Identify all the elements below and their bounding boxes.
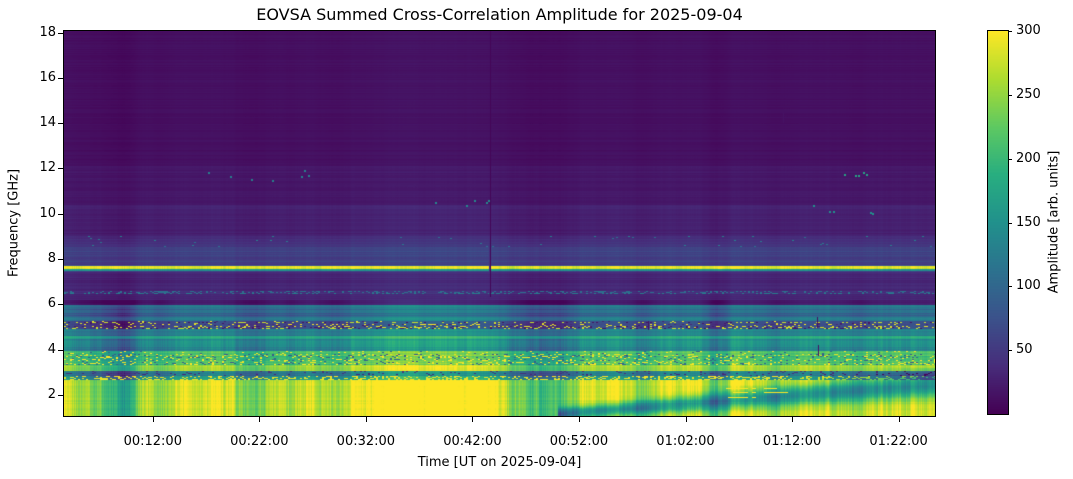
y-tick-mark [58, 123, 63, 125]
x-tick-label: 00:42:00 [443, 434, 502, 449]
colorbar-tick-mark [1008, 350, 1012, 352]
y-tick-mark [58, 259, 63, 261]
x-tick-label: 01:22:00 [869, 434, 928, 449]
colorbar-gradient [988, 31, 1008, 414]
colorbar-tick-label: 200 [1016, 150, 1041, 166]
x-tick-mark [152, 417, 154, 422]
y-tick-label: 10 [39, 205, 56, 221]
colorbar-tick-mark [1008, 31, 1012, 32]
colorbar-tick-label: 250 [1016, 86, 1041, 102]
x-tick-label: 01:12:00 [762, 434, 822, 449]
colorbar-tick-label: 50 [1016, 342, 1033, 358]
y-tick-mark [58, 349, 63, 351]
y-tick-mark [58, 304, 63, 306]
y-tick-label: 12 [39, 160, 56, 176]
x-tick-mark [898, 417, 900, 422]
x-tick-label: 00:32:00 [336, 434, 396, 449]
y-tick-label: 2 [47, 386, 56, 402]
colorbar-tick-label: 150 [1016, 214, 1041, 230]
chart-title: EOVSA Summed Cross-Correlation Amplitude… [256, 5, 743, 24]
x-tick-label: 00:22:00 [230, 434, 289, 449]
x-tick-label: 01:02:00 [656, 434, 715, 449]
x-tick-label: 00:52:00 [549, 434, 609, 449]
colorbar-tick-label: 300 [1016, 23, 1041, 38]
colorbar-tick-label: 100 [1016, 278, 1041, 294]
colorbar-tick-mark [1008, 94, 1012, 96]
y-tick-mark [58, 168, 63, 170]
y-tick-label: 16 [39, 69, 56, 85]
x-axis-label: Time [UT on 2025-09-04] [417, 455, 582, 470]
y-tick-label: 14 [39, 115, 56, 131]
y-tick-label: 6 [47, 296, 56, 312]
y-tick-mark [58, 32, 63, 34]
y-tick-mark [58, 394, 63, 396]
colorbar-tick-mark [1008, 222, 1012, 224]
y-tick-mark [58, 77, 63, 79]
x-tick-mark [259, 417, 261, 422]
x-tick-mark [685, 417, 687, 422]
colorbar-tick-mark [1008, 158, 1012, 160]
y-tick-label: 4 [47, 341, 56, 357]
spectrogram-heatmap [64, 31, 935, 416]
x-tick-label: 00:12:00 [123, 434, 182, 449]
x-tick-mark [365, 417, 367, 422]
y-tick-mark [58, 213, 63, 215]
colorbar-tick-mark [1008, 286, 1012, 288]
x-tick-mark [792, 417, 794, 422]
x-tick-mark [578, 417, 580, 422]
y-tick-label: 8 [47, 251, 56, 267]
y-tick-label: 18 [39, 24, 56, 40]
x-tick-mark [472, 417, 474, 422]
colorbar-label: Amplitude [arb. units] [1046, 150, 1062, 294]
